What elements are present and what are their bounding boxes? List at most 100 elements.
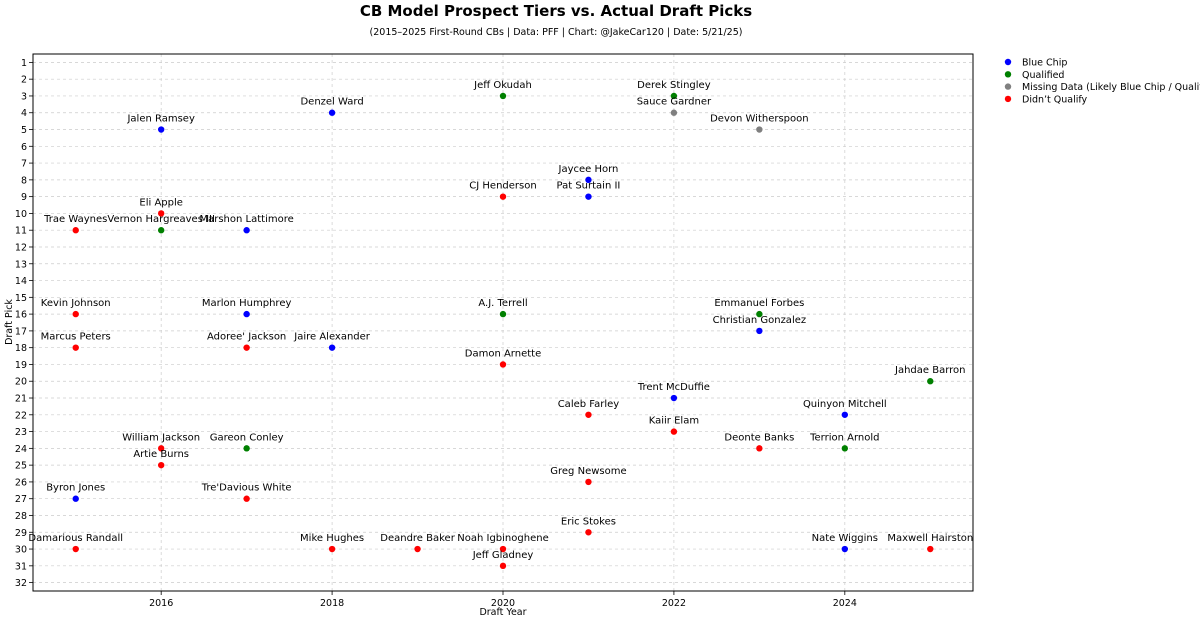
point-label: Kaiir Elam (649, 416, 699, 427)
data-point (927, 378, 934, 385)
y-tick-label: 16 (15, 310, 27, 321)
point-label: Byron Jones (46, 483, 105, 494)
data-point (72, 495, 79, 502)
point-label: Jalen Ramsey (126, 114, 194, 125)
y-tick-label: 22 (15, 410, 27, 421)
data-point (670, 92, 678, 100)
point-label: Jeff Gladney (472, 550, 534, 561)
data-point (585, 529, 592, 536)
legend-entry: Missing Data (Likely Blue Chip / Qualifi… (1022, 82, 1200, 93)
x-axis-label: Draft Year (479, 607, 526, 618)
point-label: Jaire Alexander (293, 332, 371, 343)
data-point (756, 310, 763, 318)
chart-subtitle: (2015–2025 First-Round CBs | Data: PFF |… (370, 27, 743, 38)
data-point (670, 109, 678, 116)
point-label: Kevin Johnson (41, 298, 111, 309)
point-label: Greg Newsome (550, 466, 626, 477)
y-tick-label: 25 (15, 461, 27, 472)
y-tick-label: 2 (21, 75, 27, 86)
y-tick-label: 14 (15, 276, 27, 287)
data-point (328, 344, 336, 351)
data-point (585, 176, 592, 184)
point-label: Adoree' Jackson (207, 332, 286, 343)
point-label: A.J. Terrell (478, 298, 527, 309)
point-label: Marlon Humphrey (202, 298, 292, 309)
legend-marker (1004, 58, 1012, 66)
point-label: Pat Surtain II (557, 181, 621, 192)
y-tick-label: 1 (21, 58, 27, 69)
legend-entry: Didn’t Qualify (1022, 94, 1088, 105)
point-label: Damon Arnette (465, 348, 541, 359)
y-tick-label: 32 (15, 578, 27, 589)
data-point (243, 445, 250, 452)
legend-marker (1004, 95, 1012, 103)
y-tick-label: 7 (21, 159, 27, 170)
data-point (499, 545, 507, 553)
y-tick-label: 23 (15, 427, 27, 438)
legend-marker (1004, 83, 1012, 90)
data-point (841, 411, 849, 418)
data-point (243, 344, 250, 351)
data-point (499, 92, 507, 100)
y-tick-label: 19 (15, 360, 27, 371)
data-point (328, 109, 336, 116)
data-point (157, 210, 165, 217)
y-tick-label: 31 (15, 561, 27, 572)
point-label: Emmanuel Forbes (714, 298, 804, 309)
data-point (72, 545, 79, 553)
y-tick-label: 13 (15, 259, 27, 270)
point-label: Christian Gonzalez (713, 315, 807, 326)
y-tick-label: 5 (21, 125, 27, 136)
point-label: Nate Wiggins (812, 533, 878, 544)
data-point (756, 126, 763, 133)
point-label: Deandre Baker (380, 533, 455, 544)
point-label: Trent McDuffie (637, 382, 710, 393)
data-point (585, 478, 592, 486)
point-label: Derek Stingley (637, 80, 711, 91)
point-label: Denzel Ward (300, 97, 363, 108)
point-label: Artie Burns (133, 449, 189, 460)
data-point (585, 193, 592, 200)
data-point (499, 310, 507, 318)
point-label: Trae Waynes (43, 214, 107, 225)
x-tick-label: 2024 (833, 598, 857, 609)
data-point (756, 327, 763, 335)
data-point (841, 445, 849, 452)
y-tick-label: 26 (15, 477, 27, 488)
data-point (157, 126, 165, 133)
y-tick-label: 20 (15, 377, 27, 388)
point-label: Tre'Davious White (201, 483, 292, 494)
y-tick-label: 6 (21, 142, 27, 153)
data-point (157, 227, 165, 234)
data-point (243, 310, 250, 318)
data-point (670, 428, 678, 435)
point-label: Devon Witherspoon (710, 114, 809, 125)
data-point (414, 545, 421, 553)
point-label: Jahdae Barron (894, 365, 966, 376)
legend-entry: Blue Chip (1022, 58, 1067, 69)
point-label: CJ Henderson (469, 181, 536, 192)
data-point (243, 227, 250, 234)
x-tick-label: 2022 (662, 598, 686, 609)
y-tick-label: 24 (15, 444, 27, 455)
point-label: Marshon Lattimore (199, 214, 293, 225)
point-label: Jeff Okudah (473, 80, 532, 91)
point-label: Maxwell Hairston (887, 533, 973, 544)
point-label: Quinyon Mitchell (803, 399, 887, 410)
point-label: Terrion Arnold (809, 432, 879, 443)
data-point (756, 445, 763, 452)
point-label: Eli Apple (139, 197, 183, 208)
point-label: Marcus Peters (41, 332, 111, 343)
y-tick-label: 17 (15, 326, 27, 337)
data-point (670, 394, 678, 402)
data-point (72, 227, 79, 234)
point-label: Caleb Farley (558, 399, 620, 410)
data-point (157, 461, 165, 469)
point-labels: Jalen Ramsey Denzel Ward Jaycee Horn Pat Su… (28, 80, 973, 561)
legend-entry: Qualified (1022, 70, 1064, 81)
y-axis-label: Draft Pick (4, 299, 15, 345)
data-points (72, 92, 934, 570)
y-tick-label: 18 (15, 343, 27, 354)
y-tick-label: 11 (15, 226, 27, 237)
